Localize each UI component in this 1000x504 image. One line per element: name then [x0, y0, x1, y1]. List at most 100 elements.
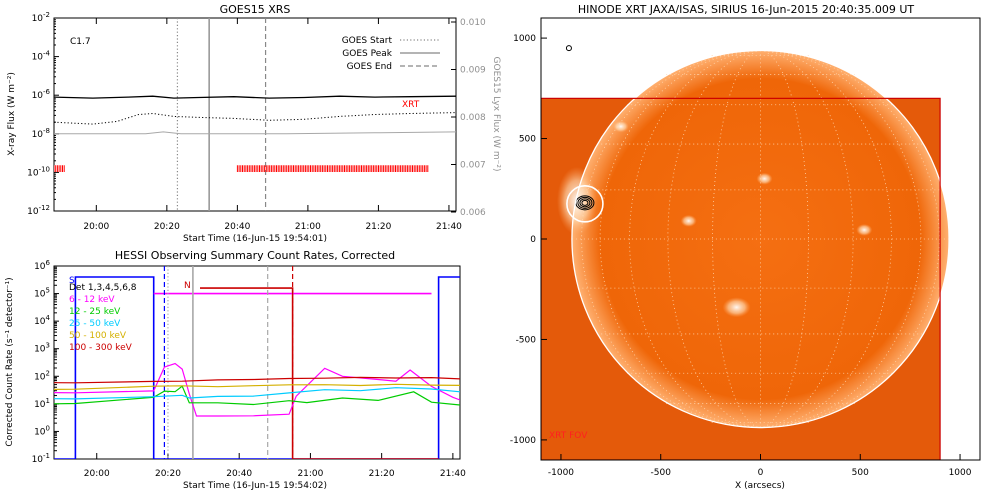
xrt-contour	[581, 199, 589, 206]
hessi-series	[54, 362, 460, 417]
hessi-flag-bar	[54, 276, 460, 459]
hessi-flag-label: N	[184, 281, 191, 291]
hessi-legend-entry: 100 - 300 keV	[69, 343, 133, 353]
goes-legend: GOES Start GOES Peak GOES End	[342, 36, 440, 72]
xrt-marker	[565, 45, 572, 52]
goes-series-line	[54, 131, 456, 135]
hessi-x-tick-label: 20:40	[226, 469, 252, 479]
goes-x-label: Start Time (16-Jun-15 19:54:01)	[183, 234, 327, 244]
goes-y-tick-label: 10-2	[32, 11, 50, 24]
goes-right-axis: 0.010 0.009 0.008 0.007 0.006	[451, 18, 486, 218]
goes-y-axis: 10-2 10-4 10-6 10-8 10-10 10-12	[27, 11, 59, 217]
goes-class-label: C1.7	[70, 37, 91, 47]
xrt-x-tick-label: 1000	[949, 468, 972, 478]
xrt-longitude-line	[581, 50, 761, 428]
goes-right-tick-label: 0.007	[460, 161, 486, 171]
hessi-legend-entry: 6 - 12 keV	[69, 295, 115, 305]
xrt-region-circle	[566, 185, 604, 223]
goes-y-tick-label: 10-6	[32, 88, 51, 101]
hessi-x-tick-label: 20:00	[84, 469, 110, 479]
goes-x-axis: 20:00 20:20 20:40 21:00 21:20 21:40	[83, 18, 462, 232]
hessi-series-line	[54, 376, 460, 384]
xrt-panel: HINODE XRT JAXA/ISAS, SIRIUS 16-Jun-2015…	[510, 3, 981, 491]
goes-x-tick-label: 21:20	[365, 222, 391, 232]
hessi-y-tick-label: 10-1	[32, 452, 50, 465]
goes-right-tick-label: 0.009	[460, 66, 486, 76]
xrt-x-tick-label: -1000	[548, 468, 574, 478]
hessi-x-tick-label: 20:20	[155, 469, 181, 479]
xrt-x-tick-label: 0	[758, 468, 764, 478]
xrt-y-axis: 1000 500 0 -500 -1000	[510, 34, 547, 446]
xrt-longitude-line	[760, 50, 940, 428]
hessi-x-tick-label: 21:40	[440, 469, 466, 479]
xrt-y-tick-label: -500	[516, 335, 537, 345]
hessi-title: HESSI Observing Summary Count Rates, Cor…	[115, 249, 395, 262]
xrt-title: HINODE XRT JAXA/ISAS, SIRIUS 16-Jun-2015…	[578, 3, 915, 16]
goes-event-lines	[176, 18, 267, 211]
hessi-y-label: Corrected Count Rate (s⁻¹ detector⁻¹)	[5, 277, 15, 446]
hessi-x-tick-label: 21:00	[297, 469, 323, 479]
xrt-active-region-glow	[556, 166, 597, 235]
goes-x-tick-label: 21:40	[436, 222, 462, 232]
xrt-fov-label: XRT FOV	[549, 431, 588, 441]
xrt-x-label: X (arcsecs)	[735, 481, 785, 491]
goes-x-tick-label: 20:00	[83, 222, 109, 232]
xrt-bright-point	[722, 297, 751, 318]
hessi-x-label: Start Time (16-Jun-15 19:54:02)	[183, 481, 327, 491]
goes-y-tick-label: 10-12	[27, 204, 50, 217]
goes-x-tick-label: 20:40	[224, 222, 250, 232]
xrt-longitude-line	[760, 50, 892, 428]
goes-y-tick-label: 10-8	[32, 127, 50, 140]
xrt-image: XRT FOV	[541, 45, 950, 460]
xrt-x-axis: -1000 -500 0 500 1000	[548, 454, 972, 478]
goes-right-tick-label: 0.008	[460, 113, 486, 123]
xrt-bright-point	[612, 120, 629, 133]
hessi-y-tick-label: 104	[34, 314, 50, 327]
hessi-y-tick-label: 100	[34, 424, 50, 437]
xrt-y-tick-label: 0	[530, 235, 536, 245]
goes-right-tick-label: 0.006	[460, 208, 486, 218]
xrt-y-tick-label: -1000	[510, 436, 536, 446]
goes-legend-label: GOES Peak	[342, 49, 392, 59]
hessi-flag-label: S	[69, 276, 75, 286]
xrt-y-tick-label: 1000	[513, 34, 536, 44]
goes-y-tick-label: 10-10	[27, 165, 50, 178]
goes-panel: GOES15 XRS 10-2 10-4 10-6 10-8 10-10 10-12 0.…	[7, 3, 501, 244]
xrt-bright-point	[756, 172, 773, 185]
xrt-longitude-line	[760, 50, 922, 428]
hessi-series-line	[54, 387, 460, 400]
goes-legend-label: GOES Start	[342, 36, 393, 46]
hessi-legend-entry: 25 - 50 keV	[69, 319, 121, 329]
hessi-flag-bars	[54, 276, 460, 459]
xrt-bright-point	[680, 214, 697, 227]
hessi-y-tick-label: 101	[34, 397, 50, 410]
xrt-longitude-line	[629, 50, 761, 428]
hessi-y-tick-label: 102	[34, 369, 50, 382]
goes-series-line	[54, 95, 456, 99]
hessi-x-tick-label: 21:20	[369, 469, 395, 479]
goes-x-tick-label: 21:00	[295, 222, 321, 232]
hessi-y-tick-label: 106	[34, 259, 50, 272]
goes-series-line	[54, 112, 456, 125]
goes-y-label: X-ray Flux (W m⁻²)	[7, 72, 17, 156]
goes-y-tick-label: 10-4	[32, 50, 51, 63]
hessi-legend: S N Det 1,3,4,5,6,8 6 - 12 keV 12 - 25 keV 25…	[69, 276, 191, 353]
xrt-x-tick-label: -500	[651, 468, 672, 478]
hessi-legend-entry: 12 - 25 keV	[69, 307, 121, 317]
hessi-y-axis: 106 105 104 103 102 101 100 10-1	[32, 259, 59, 465]
goes-xrt-label: XRT	[402, 100, 420, 110]
hessi-series-line	[54, 362, 460, 417]
goes-right-tick-label: 0.010	[460, 18, 486, 28]
goes-series	[54, 95, 456, 135]
hessi-y-tick-label: 105	[34, 287, 50, 300]
goes-plot-frame	[53, 17, 457, 212]
goes-right-label: GOES15 Lyx Flux (W m⁻²)	[491, 57, 501, 172]
xrt-contour	[579, 198, 591, 208]
hessi-panel: HESSI Observing Summary Count Rates, Cor…	[5, 249, 466, 491]
hessi-event-lines	[163, 266, 294, 459]
goes-xrt-marks	[54, 165, 429, 173]
hessi-legend-entry: 50 - 100 keV	[69, 331, 127, 341]
xrt-longitude-line	[599, 50, 761, 428]
